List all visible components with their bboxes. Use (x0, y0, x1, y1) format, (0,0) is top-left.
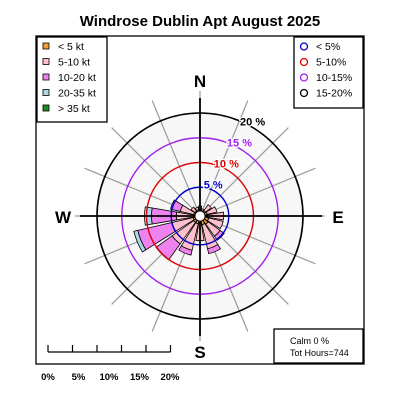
speed-legend-label-1: 5-10 kt (58, 57, 90, 69)
ring-legend-label-1: 5-10% (316, 57, 346, 69)
wedge-sse-band-2 (207, 244, 222, 255)
ring-legend-label-3: 15-20% (316, 88, 352, 100)
ring-legend-label-0: < 5% (316, 41, 340, 53)
compass-axes (80, 98, 322, 336)
wedge-nne-band-1 (200, 208, 205, 212)
ring-label-20: 20 % (240, 117, 265, 129)
ring-label-10: 10 % (214, 159, 239, 171)
speed-legend-label-2: 10-20 kt (58, 72, 96, 84)
ring-legend-marker-3 (299, 88, 309, 98)
scale-label-0: 0% (41, 372, 55, 383)
total-hours-label: Tot Hours=744 (290, 348, 349, 358)
scale-label-2: 10% (99, 372, 119, 383)
wedge-ssw-band-2 (178, 245, 193, 256)
speed-legend-swatch-0 (42, 42, 50, 50)
ring-legend-marker-1 (299, 57, 309, 67)
speed-legend-swatch-1 (42, 58, 50, 65)
wedge-ne-band-1 (203, 204, 212, 213)
speed-legend-swatch-3 (42, 89, 50, 96)
speed-legend-label-0: < 5 kt (58, 41, 84, 53)
wedge-se-band-2 (213, 229, 225, 241)
ring-labels: 5 % 10 % 15 % 20 % (203, 115, 267, 192)
wedge-nnw-band-1 (194, 206, 200, 212)
chart-title: Windrose Dublin Apt August 2025 (80, 13, 320, 30)
speed-legend-label-3: 20-35 kt (58, 88, 96, 100)
ring-legend-marker-2 (299, 73, 309, 82)
wedge-wnw-band-2 (170, 199, 184, 212)
ring-legend: < 5% 5-10% 10-15% 15-20% (293, 36, 364, 109)
ring-label-5: 5 % (204, 180, 223, 192)
spoke-nw (111, 127, 201, 217)
wedge-wsw-band-3 (133, 229, 147, 253)
wedge-nw-band-1 (190, 206, 198, 214)
ring-legend-label-2: 10-15% (316, 72, 352, 84)
compass-north: N (194, 72, 206, 91)
spoke-nne (199, 100, 249, 217)
spoke-nnw (151, 100, 201, 217)
speed-legend-label-4: > 35 kt (58, 103, 90, 115)
ring-label-15: 15 % (227, 138, 252, 150)
plot-frame (35, 35, 365, 365)
scale-label-4: 20% (160, 372, 180, 383)
calm-label: Calm 0 % (290, 336, 329, 346)
compass-east: E (332, 208, 343, 227)
wedge-ese-band-1 (207, 217, 224, 230)
calm-centre (194, 210, 206, 222)
speed-legend: < 5 kt 5-10 kt 10-20 kt 20-35 kt > 35 kt (36, 36, 108, 123)
wedge-ene-band-1 (205, 206, 218, 215)
ring-legend-marker-0 (299, 42, 309, 51)
speed-legend-swatch-2 (42, 73, 50, 81)
spoke-ne (199, 127, 289, 217)
scale-bar: 0% 5% 10% 15% 20% (41, 345, 180, 383)
compass-south: S (194, 343, 205, 362)
calm-box: Calm 0 % Tot Hours=744 (273, 328, 364, 364)
scale-label-3: 15% (130, 372, 150, 383)
scale-label-1: 5% (72, 372, 86, 383)
spoke-ene (199, 167, 316, 217)
compass-west: W (55, 208, 72, 227)
speed-legend-swatch-4 (42, 104, 50, 112)
